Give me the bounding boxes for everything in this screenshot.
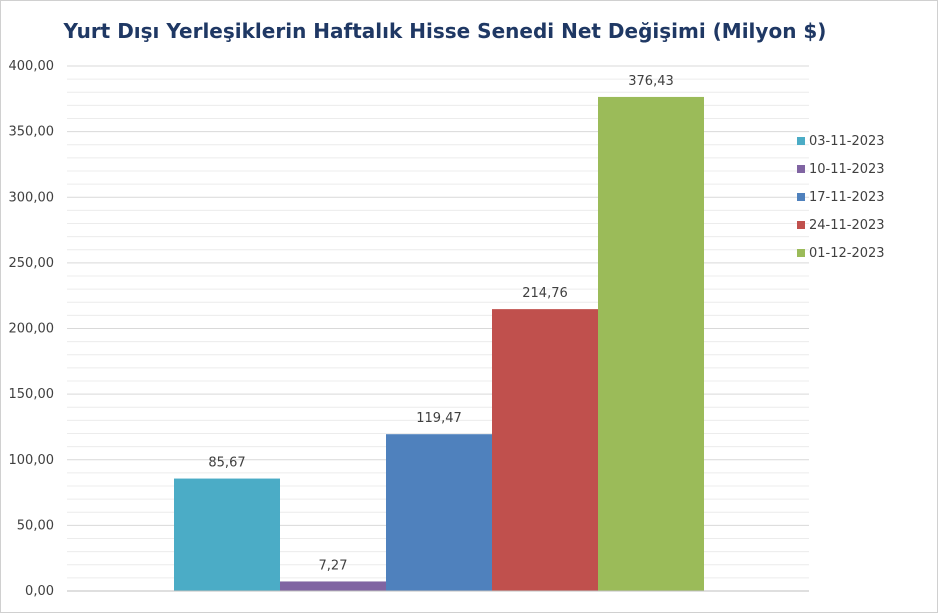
y-tick-label: 50,00: [17, 518, 54, 533]
legend-item: 17-11-2023: [797, 183, 885, 211]
data-label: 85,67: [208, 456, 245, 471]
y-tick-label: 100,00: [9, 453, 55, 468]
legend-swatch: [797, 165, 805, 173]
chart-title: Yurt Dışı Yerleşiklerin Haftalık Hisse S…: [63, 19, 827, 43]
legend-swatch: [797, 249, 805, 257]
bar: [386, 434, 492, 591]
legend: 03-11-2023 10-11-2023 17-11-2023 24-11-2023…: [797, 127, 885, 267]
legend-label: 03-11-2023: [809, 133, 885, 149]
legend-swatch: [797, 221, 805, 229]
bar: [492, 309, 598, 591]
bar: [280, 581, 386, 591]
y-tick-label: 250,00: [9, 256, 55, 271]
legend-label: 24-11-2023: [809, 217, 885, 233]
data-label: 376,43: [628, 74, 674, 89]
legend-item: 10-11-2023: [797, 155, 885, 183]
y-tick-label: 350,00: [9, 125, 55, 140]
legend-item: 01-12-2023: [797, 239, 885, 267]
legend-item: 24-11-2023: [797, 211, 885, 239]
legend-swatch: [797, 193, 805, 201]
y-tick-label: 200,00: [9, 322, 55, 337]
y-tick-label: 0,00: [25, 584, 54, 599]
y-tick-label: 400,00: [9, 59, 55, 74]
legend-label: 10-11-2023: [809, 161, 885, 177]
legend-label: 01-12-2023: [809, 245, 885, 261]
legend-item: 03-11-2023: [797, 127, 885, 155]
bar: [174, 478, 280, 591]
data-label: 119,47: [416, 411, 462, 426]
y-tick-label: 150,00: [9, 387, 55, 402]
y-tick-label: 300,00: [9, 190, 55, 205]
bar: [598, 96, 704, 592]
data-label: 214,76: [522, 286, 568, 301]
data-label: 7,27: [319, 558, 348, 573]
legend-label: 17-11-2023: [809, 189, 885, 205]
legend-swatch: [797, 137, 805, 145]
